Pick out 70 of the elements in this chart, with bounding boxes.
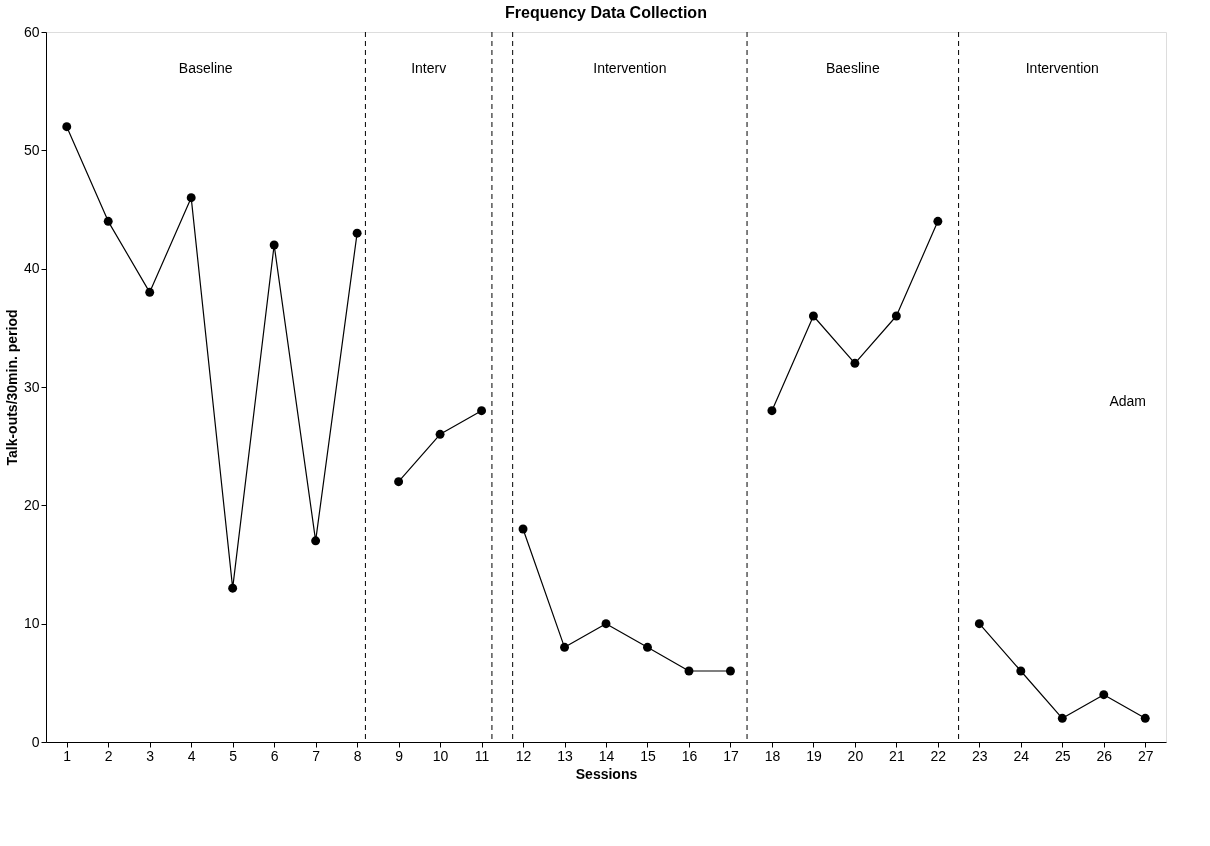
x-tick-label: 8: [353, 747, 362, 764]
point: [435, 429, 445, 439]
annotation: Intervention: [1025, 60, 1099, 76]
x-tick-label: 27: [1137, 747, 1154, 764]
annotation: Baseline: [178, 60, 233, 76]
point: [394, 477, 404, 487]
point: [62, 122, 72, 132]
point: [1057, 713, 1067, 723]
point: [1140, 713, 1150, 723]
x-tick-label: 19: [806, 747, 822, 764]
x-tick-label: 12: [515, 747, 532, 764]
annotation: Baesline: [825, 60, 880, 76]
x-tick-label: 3: [146, 747, 155, 764]
y-tick-label: 50: [23, 141, 40, 158]
x-tick-label: 25: [1055, 747, 1071, 764]
point: [601, 619, 611, 629]
x-tick-label: 14: [598, 747, 615, 764]
y-tick-label: 0: [31, 733, 40, 750]
x-tick-label: 6: [270, 747, 279, 764]
x-tick-label: 11: [474, 747, 490, 764]
x-tick-label: 23: [972, 747, 988, 764]
point: [228, 583, 238, 593]
x-tick-label: 15: [640, 747, 656, 764]
point: [477, 406, 487, 416]
point: [808, 311, 818, 321]
point: [145, 287, 155, 297]
y-tick-label: 60: [23, 23, 40, 40]
annotation: Intervention: [593, 60, 667, 76]
point: [311, 536, 321, 546]
y-tick-label: 20: [23, 496, 40, 513]
y-tick-label: 10: [23, 615, 40, 632]
x-tick-label: 20: [847, 747, 864, 764]
x-tick-label: 2: [104, 747, 113, 764]
y-tick-label: 40: [23, 260, 40, 277]
x-axis-title: Sessions: [575, 765, 638, 782]
x-tick-label: 21: [889, 747, 905, 764]
x-tick-label: 9: [395, 747, 404, 764]
x-tick-label: 24: [1013, 747, 1030, 764]
x-tick-label: 22: [930, 747, 947, 764]
x-tick-label: 5: [229, 747, 238, 764]
point: [974, 619, 984, 629]
x-tick-label: 13: [557, 747, 574, 764]
point: [643, 642, 652, 652]
x-tick-label: 10: [432, 747, 449, 764]
point: [767, 406, 777, 416]
point: [103, 216, 113, 226]
point: [891, 311, 901, 321]
point: [186, 193, 196, 203]
point: [850, 358, 860, 368]
point: [1016, 666, 1026, 676]
point: [684, 666, 694, 676]
point: [1099, 690, 1109, 700]
x-tick-label: 7: [312, 747, 321, 764]
x-tick-label: 4: [187, 747, 196, 764]
y-axis-title: Talk-outs/30min. period: [3, 309, 20, 466]
x-tick-label: 18: [764, 747, 781, 764]
point: [725, 666, 735, 676]
x-tick-label: 16: [681, 747, 698, 764]
point: [560, 642, 569, 652]
x-tick-label: 1: [63, 747, 72, 764]
point: [352, 228, 362, 238]
point: [269, 240, 279, 250]
point: [933, 216, 943, 226]
annotation: Adam: [1109, 393, 1146, 409]
y-tick-label: 30: [23, 378, 40, 395]
chart-title: Frequency Data Collection: [505, 4, 707, 21]
point: [518, 524, 528, 534]
x-tick-label: 26: [1096, 747, 1113, 764]
annotation: Interv: [411, 60, 447, 76]
x-tick-label: 17: [723, 747, 739, 764]
